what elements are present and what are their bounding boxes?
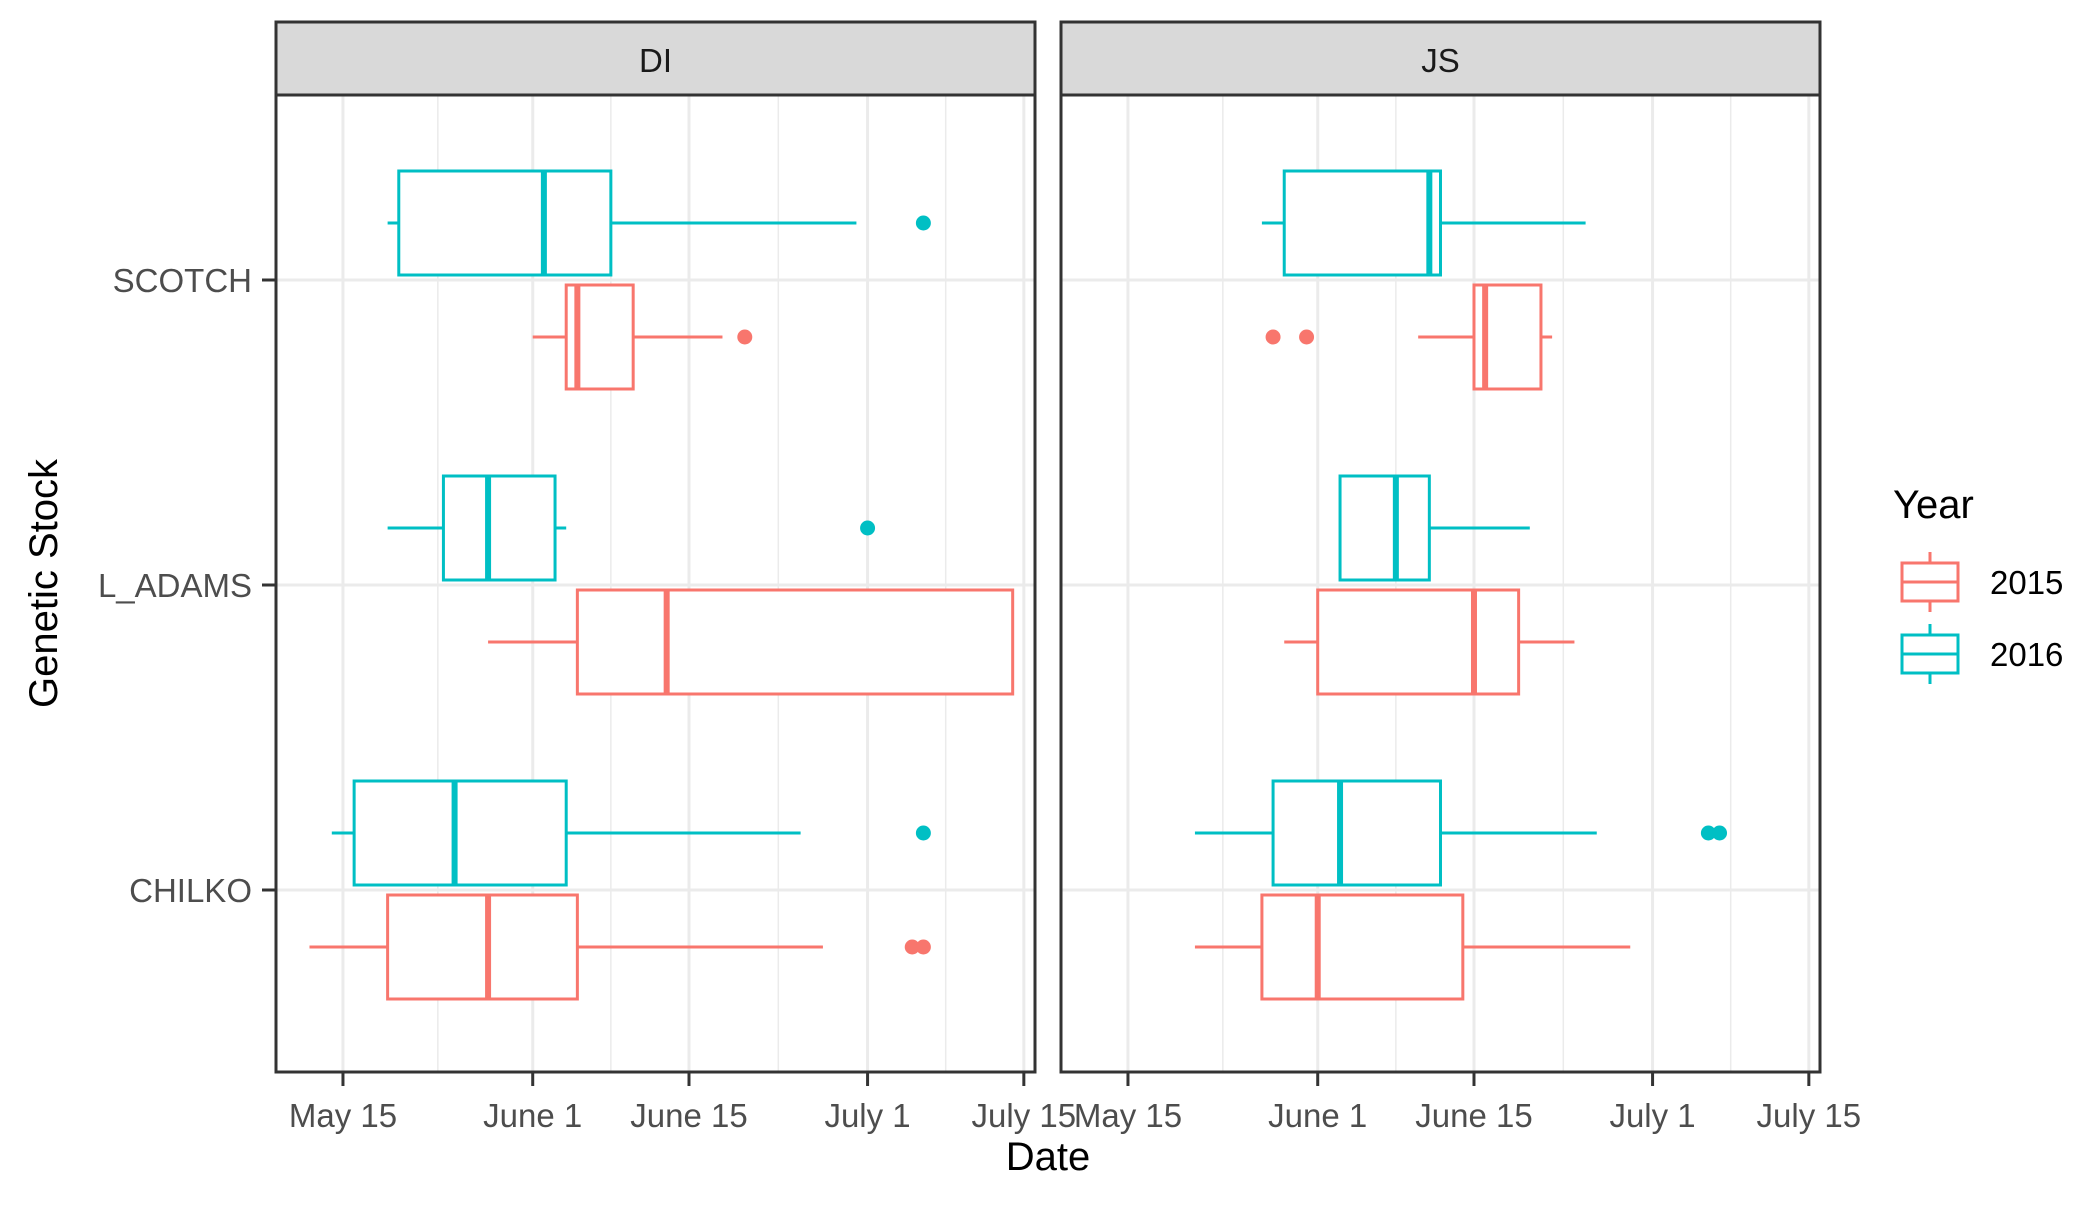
- panel-strip: [274, 20, 1037, 97]
- outlier-point: [1299, 329, 1315, 345]
- x-tick-label: July 1: [1609, 1097, 1695, 1134]
- box-iqr: [397, 169, 613, 277]
- box-iqr: [1260, 893, 1465, 1001]
- boxplot-l_adams-2016: [387, 474, 876, 582]
- x-tick-label: July 15: [972, 1097, 1077, 1134]
- box-iqr: [386, 893, 579, 1001]
- box-iqr: [441, 474, 557, 582]
- panel-strip: [1059, 20, 1822, 97]
- panel-js: JS May 15 June 1 June 15 July 1 July 15: [1059, 20, 1862, 1134]
- legend-label-2015: 2015: [1990, 564, 2063, 601]
- boxplot-chilko-2016: [331, 779, 931, 887]
- boxplot-l_adams-2015: [1284, 588, 1575, 696]
- legend-title: Year: [1893, 483, 1974, 527]
- box-iqr: [575, 588, 1015, 696]
- x-tick-label: July 15: [1757, 1097, 1862, 1134]
- boxplot-chilko-2015: [309, 893, 931, 1001]
- y-tick-label-scotch: SCOTCH: [113, 262, 252, 299]
- outlier-point: [1265, 329, 1281, 345]
- y-axis-title: Genetic Stock: [22, 458, 66, 708]
- boxplot-l_adams-2016: [1338, 474, 1530, 582]
- boxplot-chilko-2016: [1194, 779, 1728, 887]
- legend: Year 2015 2016: [1893, 483, 2063, 684]
- panel-border: [1059, 93, 1822, 1074]
- boxplot-scotch-2015: [532, 283, 753, 391]
- legend-key-2015: [1900, 552, 1960, 612]
- outlier-point: [1712, 825, 1728, 841]
- panel-strip-label: DI: [639, 42, 672, 79]
- y-tick-label-l_adams: L_ADAMS: [98, 567, 252, 604]
- panel-border: [274, 93, 1037, 1074]
- outlier-point: [915, 215, 931, 231]
- legend-label-2016: 2016: [1990, 636, 2063, 673]
- panel-di: DI May 15 June 1 June 15 July 1 July 15: [274, 20, 1077, 1134]
- outlier-point: [1700, 825, 1716, 841]
- outlier-point: [904, 939, 920, 955]
- boxplot-chilko-2015: [1194, 893, 1631, 1001]
- outlier-point: [915, 939, 931, 955]
- box-iqr: [1282, 169, 1443, 277]
- outlier-point: [860, 520, 876, 536]
- box-iqr: [1271, 779, 1442, 887]
- x-tick-label: June 15: [1415, 1097, 1532, 1134]
- y-tick-label-chilko: CHILKO: [129, 872, 252, 909]
- panel-strip-label: JS: [1421, 42, 1460, 79]
- x-axis-title: Date: [1006, 1135, 1091, 1179]
- legend-key-2016: [1900, 624, 1960, 684]
- outlier-point: [915, 825, 931, 841]
- boxplot-scotch-2016: [1261, 169, 1586, 277]
- x-tick-label: June 1: [1268, 1097, 1367, 1134]
- boxplot-scotch-2016: [387, 169, 931, 277]
- x-tick-label: May 15: [1074, 1097, 1182, 1134]
- box-iqr: [1316, 588, 1521, 696]
- x-tick-label: June 1: [483, 1097, 582, 1134]
- x-tick-label: June 15: [630, 1097, 747, 1134]
- x-tick-label: May 15: [289, 1097, 397, 1134]
- box-iqr: [1338, 474, 1431, 582]
- outlier-point: [737, 329, 753, 345]
- boxplot-l_adams-2015: [488, 588, 1015, 696]
- boxplot-scotch-2015: [1265, 283, 1553, 391]
- x-tick-label: July 1: [824, 1097, 910, 1134]
- box-iqr: [352, 779, 568, 887]
